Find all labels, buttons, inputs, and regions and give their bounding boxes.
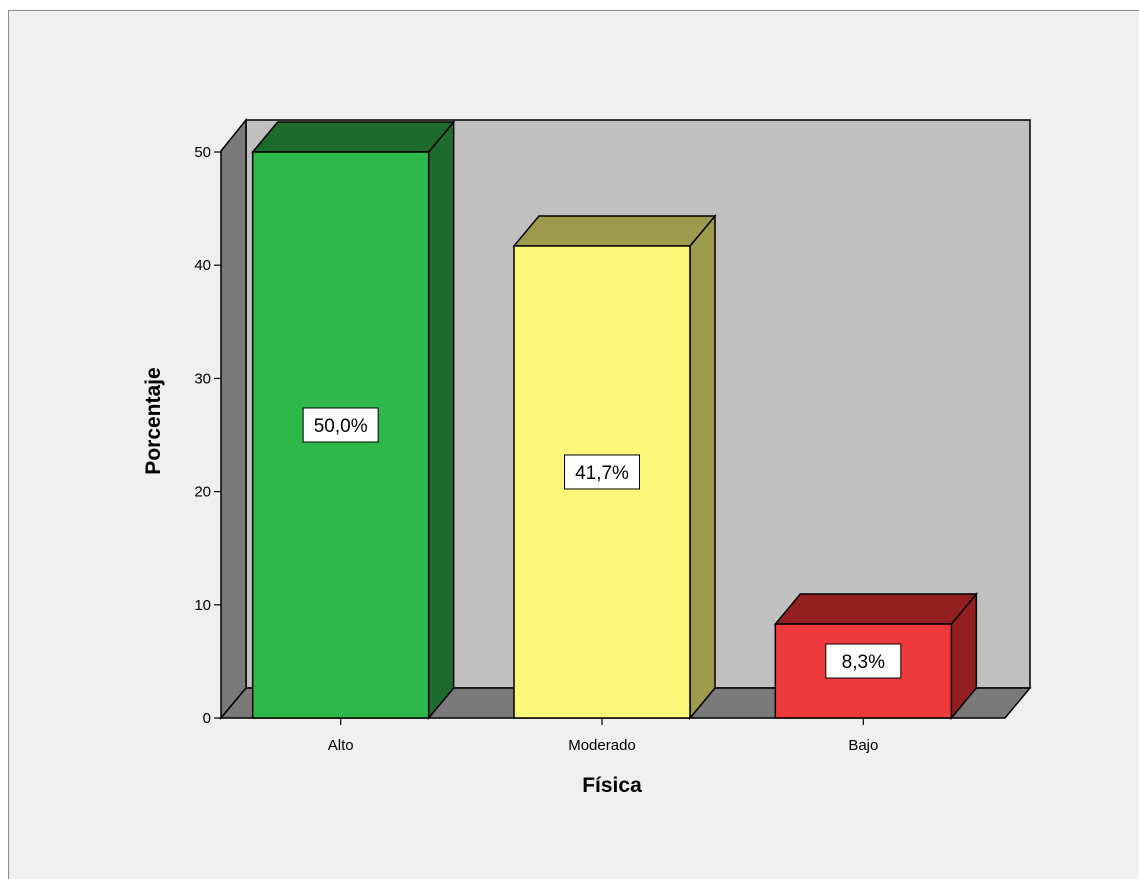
y-axis-title: Porcentaje xyxy=(142,367,165,474)
data-label: 8,3% xyxy=(842,652,885,673)
bar-top-face xyxy=(251,121,456,153)
bar-top-face xyxy=(773,593,978,625)
data-label: 50,0% xyxy=(314,416,368,437)
y-tick-label: 30 xyxy=(194,370,211,387)
data-label: 41,7% xyxy=(575,463,629,484)
y-tick-label: 20 xyxy=(194,484,211,501)
bar-moderado: 41,7% xyxy=(512,213,717,721)
data-label-box xyxy=(564,454,640,490)
x-tick-label: Alto xyxy=(328,737,354,754)
bar-alto: 50,0% xyxy=(251,119,456,721)
y-tick-label: 50 xyxy=(194,144,211,161)
x-tick-label: Moderado xyxy=(568,737,636,754)
x-axis-title: Física xyxy=(582,774,642,797)
side-wall xyxy=(220,117,247,721)
bar-side-face xyxy=(427,119,455,721)
y-axis: 0 10 20 30 40 50 xyxy=(194,144,221,727)
y-tick-label: 40 xyxy=(194,257,211,274)
x-tick-label: Bajo xyxy=(848,737,878,754)
y-tick-label: 10 xyxy=(194,597,211,614)
data-label-box xyxy=(825,643,902,679)
y-tick-label: 0 xyxy=(203,710,211,727)
bar-top-face xyxy=(512,215,717,247)
data-label-box xyxy=(302,407,379,443)
x-axis: Alto Moderado Bajo xyxy=(328,718,878,754)
bar-bajo: 8,3% xyxy=(773,591,978,721)
bars: 50,0% 41,7% 8,3% xyxy=(251,119,978,721)
bar-side-face xyxy=(689,213,716,721)
